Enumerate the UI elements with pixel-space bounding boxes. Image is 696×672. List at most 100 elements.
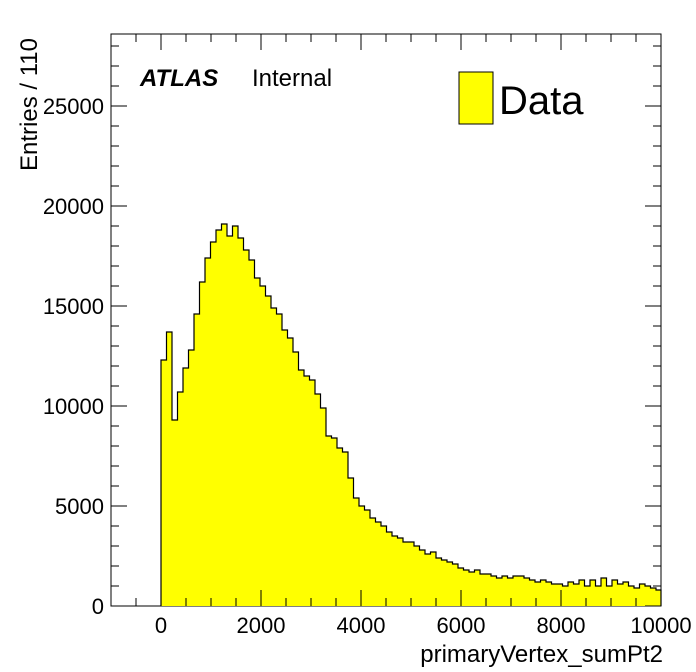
histogram-bar	[430, 552, 436, 606]
histogram-bar	[513, 576, 519, 606]
histogram-bar	[392, 536, 398, 606]
histogram-bar	[480, 574, 486, 606]
histogram-bar	[645, 586, 651, 606]
histogram-bar	[320, 408, 326, 606]
histogram-bar	[221, 224, 227, 606]
histogram-bar	[364, 510, 370, 606]
y-tick-label: 20000	[43, 194, 104, 219]
histogram-bar	[546, 582, 552, 606]
histogram-bar	[359, 506, 365, 606]
histogram-bar	[458, 568, 464, 606]
histogram-bar	[485, 574, 491, 606]
histogram-bar	[595, 586, 601, 606]
histogram-bar	[579, 580, 585, 606]
histogram-bar	[254, 278, 260, 606]
histogram-bar	[276, 314, 282, 606]
histogram-bar	[386, 532, 392, 606]
histogram-bar	[634, 588, 640, 606]
histogram-bar	[403, 542, 409, 606]
histogram-bar	[502, 576, 508, 606]
x-tick-label: 4000	[337, 613, 386, 638]
y-axis-title: Entries / 110	[16, 38, 43, 171]
legend-swatch	[458, 71, 494, 125]
histogram-bar	[304, 376, 310, 606]
histogram-bar	[601, 578, 607, 606]
histogram-bar	[491, 576, 497, 606]
histogram-bar	[656, 590, 661, 606]
histogram-bar	[562, 586, 568, 606]
histogram-bar	[326, 436, 332, 606]
histogram-bar	[612, 580, 618, 606]
histogram-bar	[183, 368, 189, 606]
histogram-bar	[650, 588, 656, 606]
histogram-bar	[370, 518, 376, 606]
histogram-bar	[337, 448, 343, 606]
histogram-bar	[474, 570, 480, 606]
x-tick-labels: 0 2000 4000 6000 8000 10000	[155, 613, 692, 638]
histogram-bar	[260, 286, 266, 606]
histogram-bar	[452, 564, 458, 606]
histogram-bar	[408, 542, 414, 606]
histogram-bars	[161, 224, 661, 606]
histogram-bar	[606, 586, 612, 606]
y-tick-label: 5000	[55, 494, 104, 519]
histogram-bar	[529, 580, 535, 606]
histogram-bar	[271, 308, 277, 606]
histogram-bar	[331, 438, 337, 606]
histogram-bar	[397, 538, 403, 606]
histogram-bar	[298, 370, 304, 606]
histogram-bar	[287, 338, 293, 606]
histogram-outline	[160, 223, 662, 606]
axis-ticks	[110, 34, 662, 607]
x-axis-title: primaryVertex_sumPt2	[420, 641, 663, 668]
x-tick-label: 10000	[630, 613, 691, 638]
histogram-bar	[557, 584, 563, 606]
histogram-bar	[227, 236, 233, 606]
histogram-bar	[535, 582, 541, 606]
legend-entry-data: Data	[499, 79, 584, 123]
histogram-bar	[518, 576, 524, 606]
histogram-bar	[463, 570, 469, 606]
histogram-bar	[342, 452, 348, 606]
x-tick-label: 0	[155, 613, 167, 638]
x-tick-label: 6000	[437, 613, 486, 638]
x-tick-label: 2000	[237, 613, 286, 638]
histogram-bar	[375, 522, 381, 606]
y-tick-label: 15000	[43, 294, 104, 319]
histogram-bar	[199, 282, 205, 606]
histogram-bar	[414, 546, 420, 606]
y-tick-label: 10000	[43, 394, 104, 419]
histogram-bar	[348, 478, 354, 606]
histogram-bar	[161, 360, 167, 606]
x-tick-label: 8000	[537, 613, 586, 638]
histogram-bar	[265, 296, 271, 606]
histogram-bar	[238, 238, 244, 606]
histogram-bar	[496, 578, 502, 606]
histogram-bar	[166, 332, 172, 606]
y-tick-label: 25000	[43, 94, 104, 119]
histogram-bar	[447, 562, 453, 606]
histogram-bar	[573, 584, 579, 606]
histogram-bar	[249, 260, 255, 606]
histogram-bar	[540, 580, 546, 606]
y-tick-label: 0	[92, 594, 104, 619]
histogram-bar	[205, 258, 211, 606]
y-tick-labels: 0 5000 10000 15000 20000 25000	[43, 94, 104, 619]
internal-label: Internal	[252, 65, 332, 92]
histogram-bar	[623, 582, 629, 606]
histogram-bar	[419, 550, 425, 606]
histogram-bar	[436, 558, 442, 606]
histogram-bar	[315, 394, 321, 606]
histogram-bar	[188, 350, 194, 606]
histogram-bar	[584, 586, 590, 606]
histogram-bar	[507, 578, 513, 606]
histogram-bar	[628, 586, 634, 606]
histogram-bar	[469, 572, 475, 606]
histogram-bar	[590, 580, 596, 606]
histogram-bar	[353, 498, 359, 606]
atlas-label: ATLAS	[139, 65, 218, 92]
histogram-bar	[293, 352, 299, 606]
histogram-bar	[524, 578, 530, 606]
histogram-bar	[425, 554, 431, 606]
